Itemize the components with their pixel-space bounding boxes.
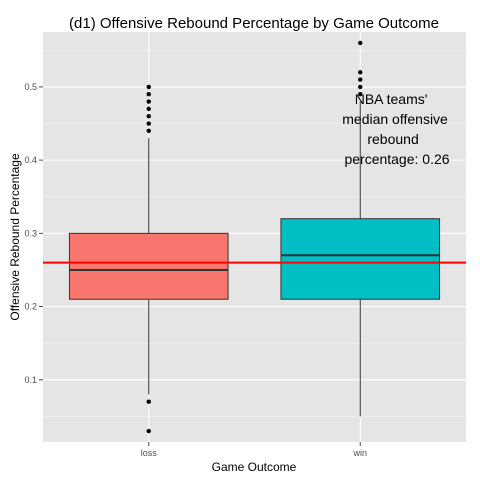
x-axis-ticks: loss win bbox=[141, 442, 367, 458]
outlier-point bbox=[358, 84, 363, 90]
outlier-point bbox=[358, 77, 363, 82]
annotation: NBA teams' median offensive rebound perc… bbox=[342, 91, 451, 167]
y-axis-title: Offensive Rebound Percentage bbox=[8, 153, 22, 321]
outlier-point bbox=[358, 70, 363, 75]
annotation-line-3: rebound bbox=[367, 131, 418, 147]
box-iqr bbox=[280, 218, 441, 300]
boxplots bbox=[68, 40, 441, 434]
y-axis-ticks: 0.1 0.2 0.3 0.4 0.5 bbox=[24, 82, 43, 385]
y-tick-label: 0.1 bbox=[24, 375, 37, 385]
y-tick-label: 0.5 bbox=[24, 82, 37, 92]
x-tick-label: loss bbox=[141, 448, 158, 458]
annotation-line-4: percentage: 0.26 bbox=[344, 151, 449, 167]
chart-title: (d1) Offensive Rebound Percentage by Gam… bbox=[69, 15, 439, 32]
outlier-point bbox=[146, 399, 151, 404]
outlier-point bbox=[146, 92, 151, 97]
box-win bbox=[280, 40, 441, 417]
x-axis-title: Game Outcome bbox=[212, 460, 297, 474]
outlier-point bbox=[358, 92, 363, 97]
outlier-point bbox=[146, 106, 151, 112]
outlier-point bbox=[358, 40, 363, 46]
box-iqr bbox=[68, 232, 229, 300]
y-tick-label: 0.4 bbox=[24, 155, 37, 165]
y-tick-label: 0.3 bbox=[24, 228, 37, 238]
annotation-line-1: NBA teams' bbox=[355, 91, 428, 107]
box-loss bbox=[68, 84, 229, 434]
x-tick-label: win bbox=[352, 448, 367, 458]
outlier-point bbox=[146, 84, 151, 90]
outlier-point bbox=[146, 99, 151, 104]
outlier-point bbox=[146, 113, 151, 119]
outlier-point bbox=[146, 428, 151, 434]
y-tick-label: 0.2 bbox=[24, 302, 37, 312]
outlier-point bbox=[146, 128, 151, 134]
outlier-point bbox=[146, 121, 151, 126]
annotation-line-2: median offensive bbox=[342, 111, 448, 127]
